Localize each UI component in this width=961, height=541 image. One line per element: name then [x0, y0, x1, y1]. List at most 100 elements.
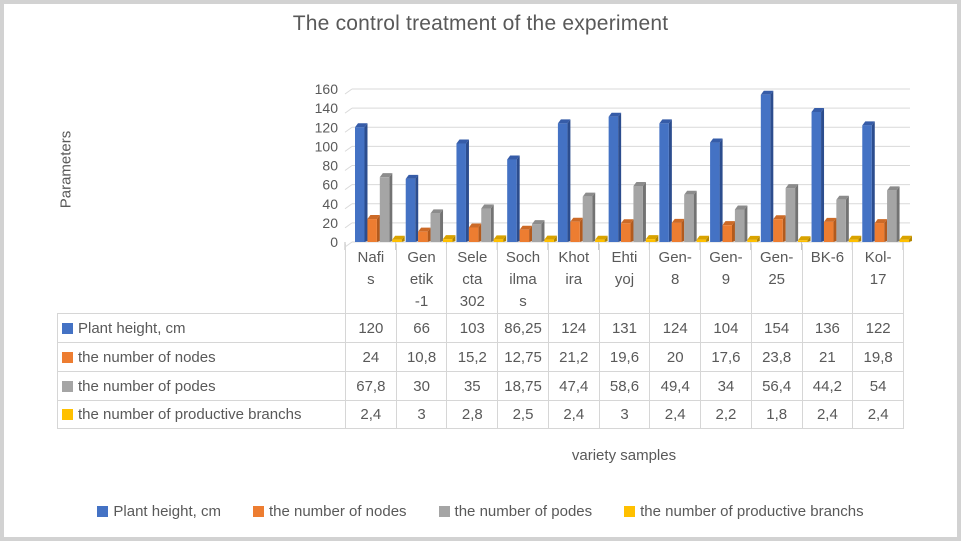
- series-swatch: [62, 351, 73, 363]
- bar-branchs: [645, 235, 659, 242]
- gridline-depth: [344, 203, 353, 210]
- bar-podes: [785, 184, 799, 242]
- bar-podes: [379, 173, 393, 242]
- bar-nodes: [519, 225, 533, 242]
- category-label: Khot ira: [558, 249, 590, 288]
- table-value-cell: 58,6: [598, 371, 650, 400]
- gridline-depth: [344, 126, 353, 133]
- bar-branchs: [696, 235, 710, 242]
- table-value-cell: 2,4: [852, 400, 904, 429]
- category-label: Gen etik -1: [407, 249, 436, 310]
- table-value-cell: 2,4: [801, 400, 853, 429]
- bar-nodes: [722, 221, 735, 242]
- bar-nodes: [570, 217, 583, 242]
- bar-nodes: [367, 215, 380, 242]
- gridline-depth: [344, 88, 353, 95]
- legend-item: the number of podes: [438, 503, 593, 520]
- bar-nodes: [823, 217, 837, 242]
- y-axis-tick-label: 120: [315, 119, 339, 135]
- table-value-cell: 3: [395, 400, 447, 429]
- series-name: the number of podes: [78, 377, 216, 395]
- table-value-cell: 15,2: [446, 342, 498, 371]
- table-value-cell: 131: [598, 313, 650, 342]
- y-axis-tick-label: 100: [315, 138, 339, 154]
- table-value-cell: 1,8: [750, 400, 802, 429]
- category-label: Ehti yoj: [611, 249, 638, 288]
- gridline-depth: [344, 184, 353, 191]
- bar-branchs: [493, 235, 507, 242]
- table-value-cell: 21: [801, 342, 853, 371]
- gridline-depth: [344, 165, 353, 171]
- y-axis-tick-label: 60: [322, 177, 338, 193]
- bar-nodes: [621, 219, 634, 242]
- category-header-cell: Ehti yoj: [598, 244, 650, 313]
- bar-nodes: [671, 218, 685, 242]
- bar-podes: [430, 209, 444, 242]
- y-axis-tick-label: 0: [330, 234, 338, 250]
- table-value-cell: 54: [852, 371, 904, 400]
- category-label: Kol- 17: [864, 249, 892, 288]
- category-header-cell: Gen etik -1: [395, 244, 447, 313]
- category-header-cell: Khot ira: [547, 244, 599, 313]
- category-header-cell: Gen- 8: [649, 244, 700, 313]
- category-label: Gen- 8: [658, 249, 692, 288]
- bar-plant-height: [507, 155, 520, 242]
- table-value-cell: 67,8: [345, 371, 396, 400]
- bar-nodes: [874, 219, 888, 242]
- bar-branchs: [595, 235, 608, 242]
- legend-label: the number of podes: [454, 503, 593, 520]
- legend-label: the number of productive branchs: [640, 503, 864, 520]
- table-value-cell: 12,75: [497, 342, 548, 371]
- category-header-cell: Gen- 25: [750, 244, 802, 313]
- table-value-cell: 2,4: [649, 400, 701, 429]
- legend-item: Plant height, cm: [97, 503, 221, 520]
- table-value-cell: 66: [395, 313, 447, 342]
- table-value-cell: 49,4: [649, 371, 701, 400]
- table-value-cell: 21,2: [547, 342, 599, 371]
- table-value-cell: 103: [446, 313, 498, 342]
- table-value-cell: 2,2: [700, 400, 751, 429]
- bar-plant-height: [405, 174, 419, 242]
- bar-branchs: [747, 235, 760, 242]
- table-value-cell: 124: [649, 313, 701, 342]
- bar-branchs: [899, 235, 912, 242]
- bar-branchs: [392, 235, 405, 242]
- chart-title: The control treatment of the experiment: [292, 12, 669, 35]
- table-value-cell: 56,4: [750, 371, 802, 400]
- bar-podes: [887, 186, 900, 242]
- legend-swatch: [97, 506, 109, 517]
- bar-podes: [734, 205, 748, 242]
- gridline-depth: [344, 145, 353, 152]
- table-value-cell: 122: [852, 313, 904, 342]
- table-value-cell: 120: [345, 313, 396, 342]
- bar-plant-height: [862, 121, 875, 242]
- table-value-cell: 44,2: [801, 371, 853, 400]
- y-axis-tick-label: 140: [315, 100, 339, 116]
- category-label: Nafi s: [357, 249, 385, 288]
- table-value-cell: 2,4: [345, 400, 396, 429]
- category-header-cell: Soch ilma s: [497, 244, 548, 313]
- x-axis-title: variety samples: [571, 447, 677, 464]
- table-value-cell: 23,8: [750, 342, 802, 371]
- gridline-depth: [344, 107, 353, 114]
- table-value-cell: 104: [700, 313, 751, 342]
- gridline-depth: [344, 241, 353, 248]
- bar-branchs: [442, 235, 456, 242]
- bar-plant-height: [811, 107, 825, 242]
- bar-branchs: [544, 235, 557, 242]
- legend-swatch: [438, 506, 450, 517]
- table-value-cell: 20: [649, 342, 701, 371]
- table-value-cell: 17,6: [700, 342, 751, 371]
- bar-plant-height: [557, 119, 571, 242]
- bar-plant-height: [456, 139, 469, 242]
- category-header-cell: BK-6: [801, 244, 853, 313]
- table-value-cell: 10,8: [395, 342, 447, 371]
- y-axis-tick-label: 80: [322, 158, 338, 174]
- table-value-cell: 30: [395, 371, 447, 400]
- table-value-cell: 136: [801, 313, 853, 342]
- table-value-cell: 47,4: [547, 371, 599, 400]
- bar-branchs: [848, 235, 862, 242]
- table-value-cell: 2,4: [547, 400, 599, 429]
- legend-item: the number of nodes: [252, 503, 407, 520]
